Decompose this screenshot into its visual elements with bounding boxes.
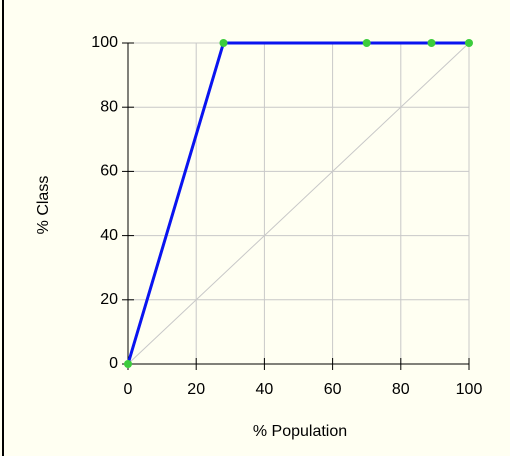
x-tick-label: 20 [187,381,205,398]
x-axis-title: % Population [253,423,347,440]
data-point [465,39,473,47]
y-tick-label: 100 [91,34,118,51]
data-point [219,39,228,47]
x-tick-label: 100 [456,381,483,398]
y-tick-label: 80 [100,98,118,115]
x-tick-label: 40 [256,381,274,398]
data-point [362,39,371,47]
data-point [124,360,132,368]
y-tick-label: 0 [109,355,118,372]
x-tick-label: 80 [392,381,410,398]
y-tick-label: 60 [100,163,118,180]
x-tick-label: 60 [324,381,342,398]
y-tick-label: 20 [100,291,118,308]
y-axis-title: % Class [35,176,52,235]
data-point [427,39,436,47]
y-tick-label: 40 [100,227,118,244]
x-tick-label: 0 [124,381,133,398]
reference-line [127,42,470,365]
